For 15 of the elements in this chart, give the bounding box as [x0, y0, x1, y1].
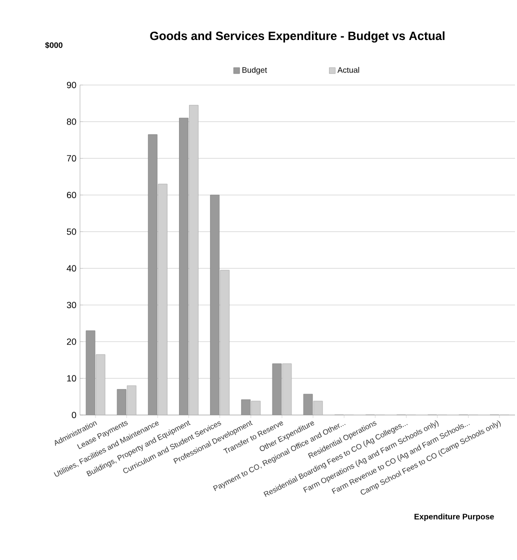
- bar: [158, 184, 168, 415]
- y-tick-label: 10: [67, 375, 76, 382]
- y-tick-label: 80: [66, 118, 76, 125]
- bar: [220, 270, 230, 415]
- y-tick-label: 40: [66, 265, 76, 272]
- y-tick-label: 90: [66, 82, 76, 88]
- chart-title: Goods and Services Expenditure - Budget vs Actual: [150, 31, 444, 43]
- y-tick-label: 60: [66, 192, 76, 198]
- y-tick-label: 20: [66, 338, 76, 345]
- y-tick-label: 30: [66, 302, 76, 308]
- y-tick-label: 50: [66, 228, 76, 235]
- y-tick-label: 0: [72, 412, 76, 418]
- y-tick-label: 70: [66, 155, 76, 162]
- bar: [126, 385, 136, 415]
- bar: [189, 104, 198, 415]
